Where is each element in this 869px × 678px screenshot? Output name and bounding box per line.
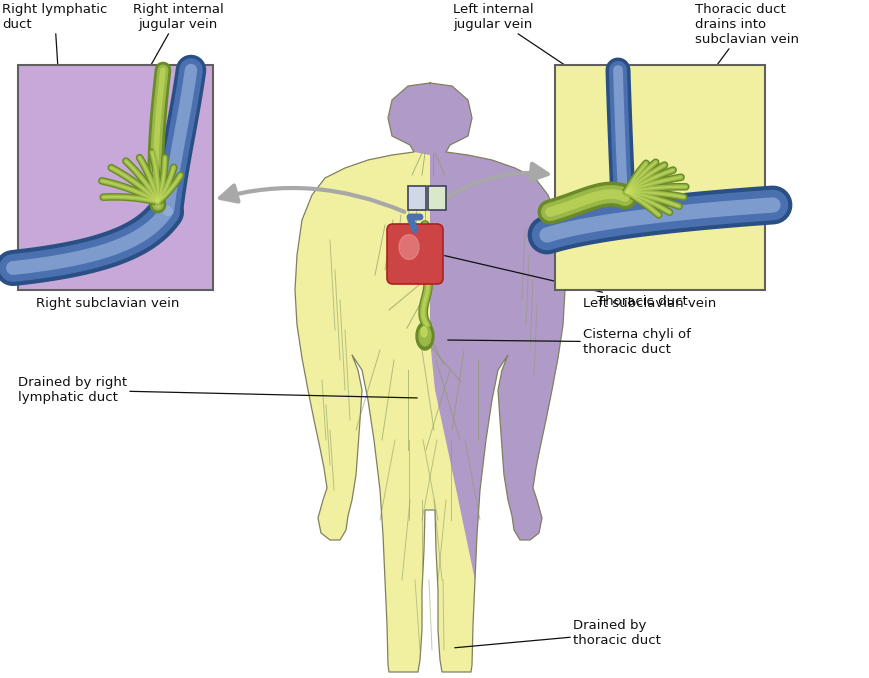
FancyBboxPatch shape xyxy=(387,224,442,284)
Polygon shape xyxy=(295,83,564,672)
Text: Right lymphatic
duct: Right lymphatic duct xyxy=(2,3,107,97)
Bar xyxy=(408,186,426,210)
Text: Drained by right
lymphatic duct: Drained by right lymphatic duct xyxy=(18,376,417,404)
Text: Thoracic duct: Thoracic duct xyxy=(444,256,687,308)
Ellipse shape xyxy=(419,326,430,346)
Text: Left internal
jugular vein: Left internal jugular vein xyxy=(452,3,602,90)
Bar xyxy=(18,65,213,290)
Text: Left subclavian vein: Left subclavian vein xyxy=(583,297,716,310)
Text: Cisterna chyli of
thoracic duct: Cisterna chyli of thoracic duct xyxy=(448,328,690,356)
Bar xyxy=(554,65,764,290)
Ellipse shape xyxy=(421,327,427,337)
Ellipse shape xyxy=(415,322,434,350)
Text: Right subclavian vein: Right subclavian vein xyxy=(36,297,180,310)
Ellipse shape xyxy=(399,235,419,260)
Text: Right internal
jugular vein: Right internal jugular vein xyxy=(132,3,223,85)
Text: Drained by
thoracic duct: Drained by thoracic duct xyxy=(454,619,660,647)
Polygon shape xyxy=(388,83,564,580)
Bar xyxy=(428,186,446,210)
Text: Thoracic duct
drains into
subclavian vein: Thoracic duct drains into subclavian vei… xyxy=(681,3,798,113)
